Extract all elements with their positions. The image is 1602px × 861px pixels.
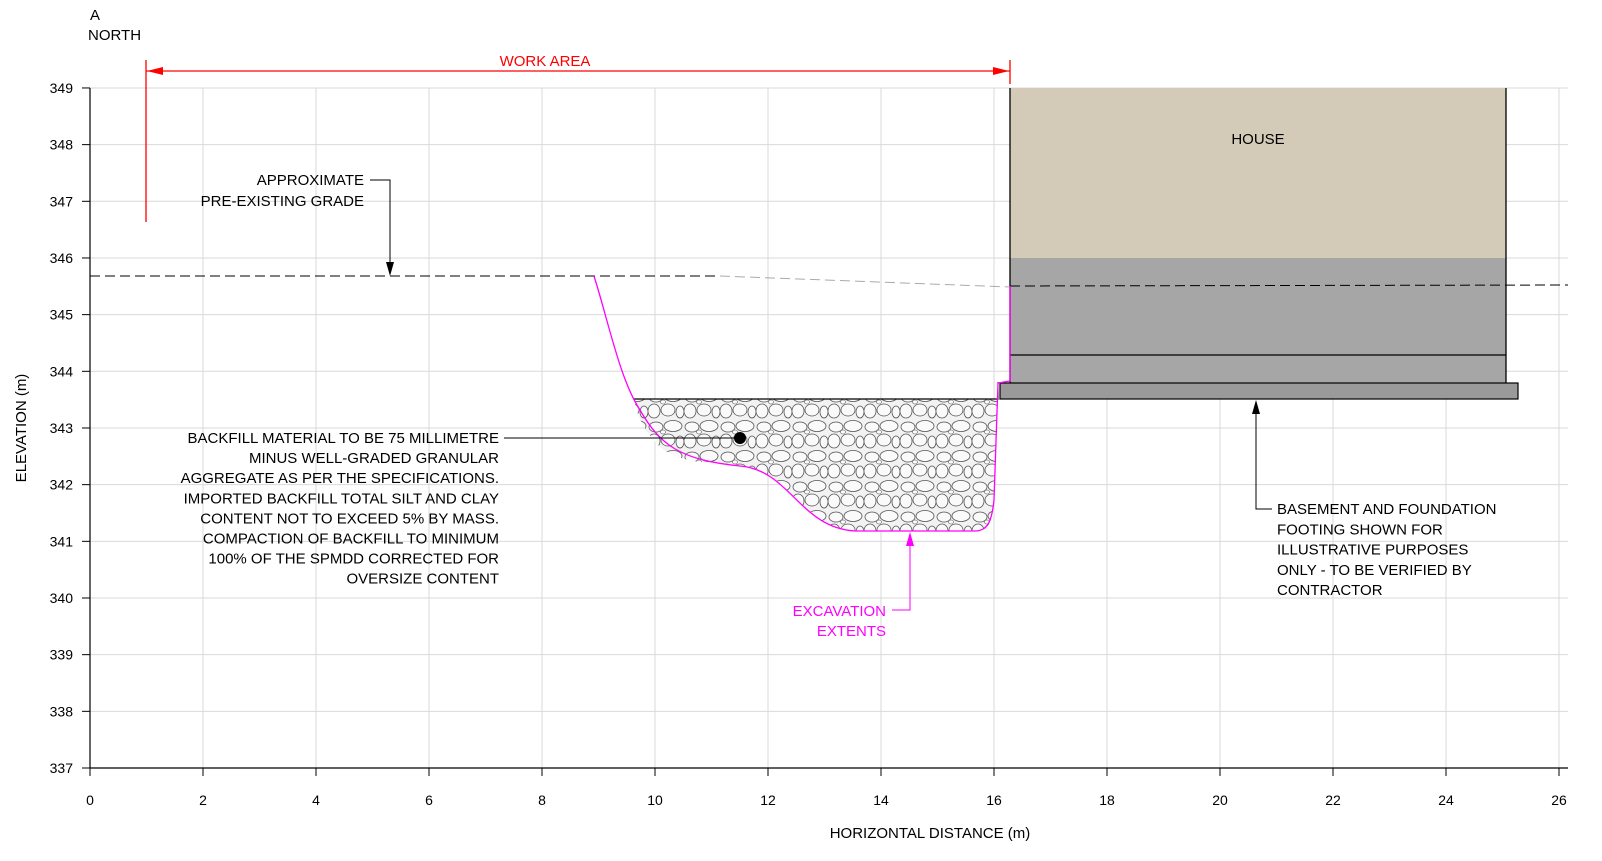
grade-line-house xyxy=(1009,284,1569,287)
x-tick-label: 24 xyxy=(1438,792,1454,808)
x-tick-label: 4 xyxy=(312,792,320,808)
house-upper xyxy=(1010,88,1506,258)
x-tick-label: 8 xyxy=(538,792,546,808)
basement-callout-line: CONTRACTOR xyxy=(1277,582,1383,599)
x-tick-label: 6 xyxy=(425,792,433,808)
backfill-callout-line: BACKFILL MATERIAL TO BE 75 MILLIMETRE xyxy=(188,430,499,447)
work-area-arrow-left xyxy=(147,67,163,75)
backfill-callout-line: OVERSIZE CONTENT xyxy=(346,571,499,588)
section-id: A xyxy=(90,7,100,24)
x-tick-label: 26 xyxy=(1551,792,1567,808)
axis-ticks: 0 2 4 6 8 10 12 14 16 18 20 22 24 2633733833934034134… xyxy=(50,80,1567,808)
work-area-arrow-right xyxy=(993,67,1009,75)
grade-leader-arrow xyxy=(386,262,394,276)
grade-leader xyxy=(370,179,391,270)
x-tick-label: 0 xyxy=(86,792,94,808)
section-direction: NORTH xyxy=(88,27,141,44)
work-area-label: WORK AREA xyxy=(500,53,591,70)
y-tick-label: 345 xyxy=(50,307,74,323)
x-tick-label: 10 xyxy=(647,792,663,808)
backfill-leader-dot xyxy=(734,432,746,444)
excavation-leader-arrow xyxy=(906,532,914,546)
backfill-callout-line: MINUS WELL-GRADED GRANULAR xyxy=(249,450,499,467)
basement-callout-line: BASEMENT AND FOUNDATION xyxy=(1277,501,1496,518)
y-tick-label: 341 xyxy=(50,533,74,549)
y-tick-label: 349 xyxy=(50,80,74,96)
y-tick-label: 338 xyxy=(50,703,74,719)
backfill-callout: BACKFILL MATERIAL TO BE 75 MILLIMETRE MIN… xyxy=(181,430,500,588)
backfill-callout-line: CONTENT NOT TO EXCEED 5% BY MASS. xyxy=(200,510,499,527)
y-tick-label: 337 xyxy=(50,760,74,776)
basement-callout-line: ONLY - TO BE VERIFIED BY xyxy=(1277,562,1472,579)
y-tick-label: 346 xyxy=(50,250,74,266)
backfill-callout-line: 100% OF THE SPMDD CORRECTED FOR xyxy=(208,551,499,568)
y-axis-title: ELEVATION (m) xyxy=(13,374,30,483)
grade-line-faint xyxy=(719,275,1011,288)
basement-leader-arrow xyxy=(1252,400,1260,414)
y-tick-label: 348 xyxy=(50,137,74,153)
grade-callout-line-1: APPROXIMATE xyxy=(257,172,364,189)
x-tick-label: 14 xyxy=(873,792,889,808)
x-tick-label: 18 xyxy=(1099,792,1115,808)
x-axis-title: HORIZONTAL DISTANCE (m) xyxy=(830,825,1031,842)
x-tick-label: 16 xyxy=(986,792,1002,808)
x-tick-label: 22 xyxy=(1325,792,1341,808)
excavation-callout-line-1: EXCAVATION xyxy=(793,603,886,620)
y-tick-label: 340 xyxy=(50,590,74,606)
x-tick-label: 20 xyxy=(1212,792,1228,808)
basement-callout-line: ILLUSTRATIVE PURPOSES xyxy=(1277,542,1468,559)
excavation-callout-line-2: EXTENTS xyxy=(817,623,886,640)
excavation-leader xyxy=(892,544,911,611)
y-tick-label: 342 xyxy=(50,477,74,493)
excavation-outline xyxy=(593,275,1011,532)
backfill-callout-line: AGGREGATE AS PER THE SPECIFICATIONS. xyxy=(181,470,499,487)
backfill-callout-line: IMPORTED BACKFILL TOTAL SILT AND CLAY xyxy=(184,490,499,507)
grade-callout-line-2: PRE-EXISTING GRADE xyxy=(201,193,364,210)
y-tick-label: 343 xyxy=(50,420,74,436)
backfill-aggregate xyxy=(634,399,998,531)
basement-leader xyxy=(1255,412,1272,510)
foundation-footing xyxy=(999,382,1519,400)
x-tick-label: 2 xyxy=(199,792,207,808)
backfill-callout-line: COMPACTION OF BACKFILL TO MINIMUM xyxy=(203,531,499,548)
y-tick-label: 339 xyxy=(50,647,74,663)
y-tick-label: 344 xyxy=(50,363,74,379)
house-basement xyxy=(1010,258,1506,383)
x-tick-label: 12 xyxy=(760,792,776,808)
y-tick-label: 347 xyxy=(50,193,74,209)
house-label: HOUSE xyxy=(1231,131,1284,148)
basement-callout-line: FOOTING SHOWN FOR xyxy=(1277,521,1443,538)
basement-callout: BASEMENT AND FOUNDATION FOOTING SHOWN FOR… xyxy=(1277,501,1496,599)
